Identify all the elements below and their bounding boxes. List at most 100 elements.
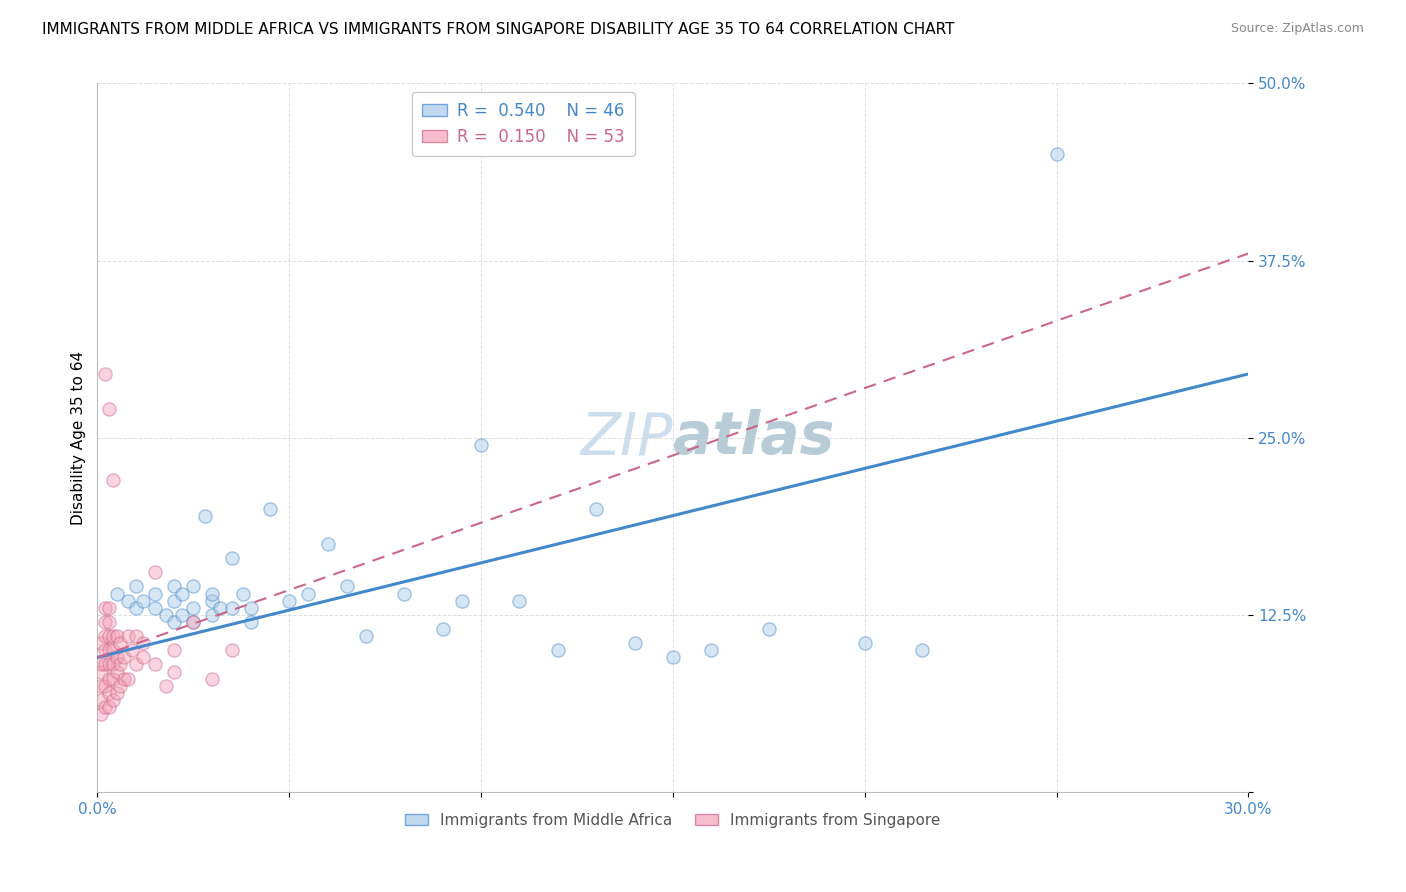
Point: [155, 607, 177, 622]
Y-axis label: Disability Age 35 to 64: Disability Age 35 to 64: [72, 351, 86, 524]
Point: [101, 473, 124, 487]
Point: [132, 593, 155, 607]
Point: [336, 579, 359, 593]
Point: [97, 672, 120, 686]
Point: [547, 643, 569, 657]
Point: [201, 672, 224, 686]
Point: [1045, 147, 1067, 161]
Point: [110, 636, 132, 650]
Point: [97, 643, 120, 657]
Point: [194, 508, 217, 523]
Point: [117, 593, 139, 607]
Point: [239, 615, 262, 629]
Point: [94, 643, 117, 657]
Point: [143, 600, 166, 615]
Point: [163, 593, 186, 607]
Legend: Immigrants from Middle Africa, Immigrants from Singapore: Immigrants from Middle Africa, Immigrant…: [399, 806, 946, 834]
Point: [201, 586, 224, 600]
Point: [155, 679, 177, 693]
Point: [132, 650, 155, 665]
Point: [232, 586, 254, 600]
Point: [201, 593, 224, 607]
Text: IMMIGRANTS FROM MIDDLE AFRICA VS IMMIGRANTS FROM SINGAPORE DISABILITY AGE 35 TO : IMMIGRANTS FROM MIDDLE AFRICA VS IMMIGRA…: [42, 22, 955, 37]
Point: [101, 643, 124, 657]
Point: [90, 665, 112, 679]
Point: [221, 600, 243, 615]
Point: [90, 706, 112, 721]
Point: [110, 657, 132, 672]
Point: [143, 566, 166, 580]
Point: [221, 643, 243, 657]
Point: [221, 551, 243, 566]
Point: [700, 643, 723, 657]
Point: [623, 636, 645, 650]
Text: Source: ZipAtlas.com: Source: ZipAtlas.com: [1230, 22, 1364, 36]
Point: [90, 657, 112, 672]
Point: [662, 650, 685, 665]
Point: [143, 657, 166, 672]
Point: [97, 615, 120, 629]
Point: [758, 622, 780, 636]
Point: [181, 615, 204, 629]
Point: [94, 367, 117, 381]
Point: [94, 679, 117, 693]
Point: [121, 643, 143, 657]
Point: [125, 579, 148, 593]
Point: [105, 586, 128, 600]
Point: [143, 586, 166, 600]
Point: [585, 501, 607, 516]
Point: [112, 650, 135, 665]
Point: [90, 636, 112, 650]
Point: [94, 629, 117, 643]
Point: [101, 629, 124, 643]
Point: [101, 657, 124, 672]
Point: [101, 672, 124, 686]
Point: [97, 657, 120, 672]
Point: [112, 672, 135, 686]
Point: [508, 593, 530, 607]
Point: [97, 686, 120, 700]
Point: [201, 607, 224, 622]
Point: [97, 600, 120, 615]
Point: [132, 636, 155, 650]
Point: [117, 672, 139, 686]
Point: [450, 593, 472, 607]
Point: [94, 657, 117, 672]
Point: [94, 600, 117, 615]
Point: [97, 700, 120, 714]
Point: [90, 679, 112, 693]
Point: [163, 615, 186, 629]
Point: [239, 600, 262, 615]
Point: [297, 586, 319, 600]
Point: [181, 600, 204, 615]
Point: [181, 579, 204, 593]
Point: [170, 586, 193, 600]
Point: [209, 600, 232, 615]
Point: [97, 402, 120, 417]
Point: [110, 679, 132, 693]
Point: [911, 643, 934, 657]
Point: [105, 665, 128, 679]
Point: [94, 700, 117, 714]
Point: [125, 600, 148, 615]
Point: [470, 438, 492, 452]
Point: [163, 579, 186, 593]
Point: [259, 501, 281, 516]
Point: [97, 629, 120, 643]
Text: atlas: atlas: [673, 409, 834, 467]
Text: ZIP: ZIP: [581, 409, 673, 467]
Point: [432, 622, 454, 636]
Point: [117, 629, 139, 643]
Point: [163, 643, 186, 657]
Point: [94, 615, 117, 629]
Point: [105, 629, 128, 643]
Point: [181, 615, 204, 629]
Point: [354, 629, 377, 643]
Point: [101, 693, 124, 707]
Point: [394, 586, 416, 600]
Point: [125, 629, 148, 643]
Point: [105, 686, 128, 700]
Point: [90, 693, 112, 707]
Point: [278, 593, 301, 607]
Point: [105, 650, 128, 665]
